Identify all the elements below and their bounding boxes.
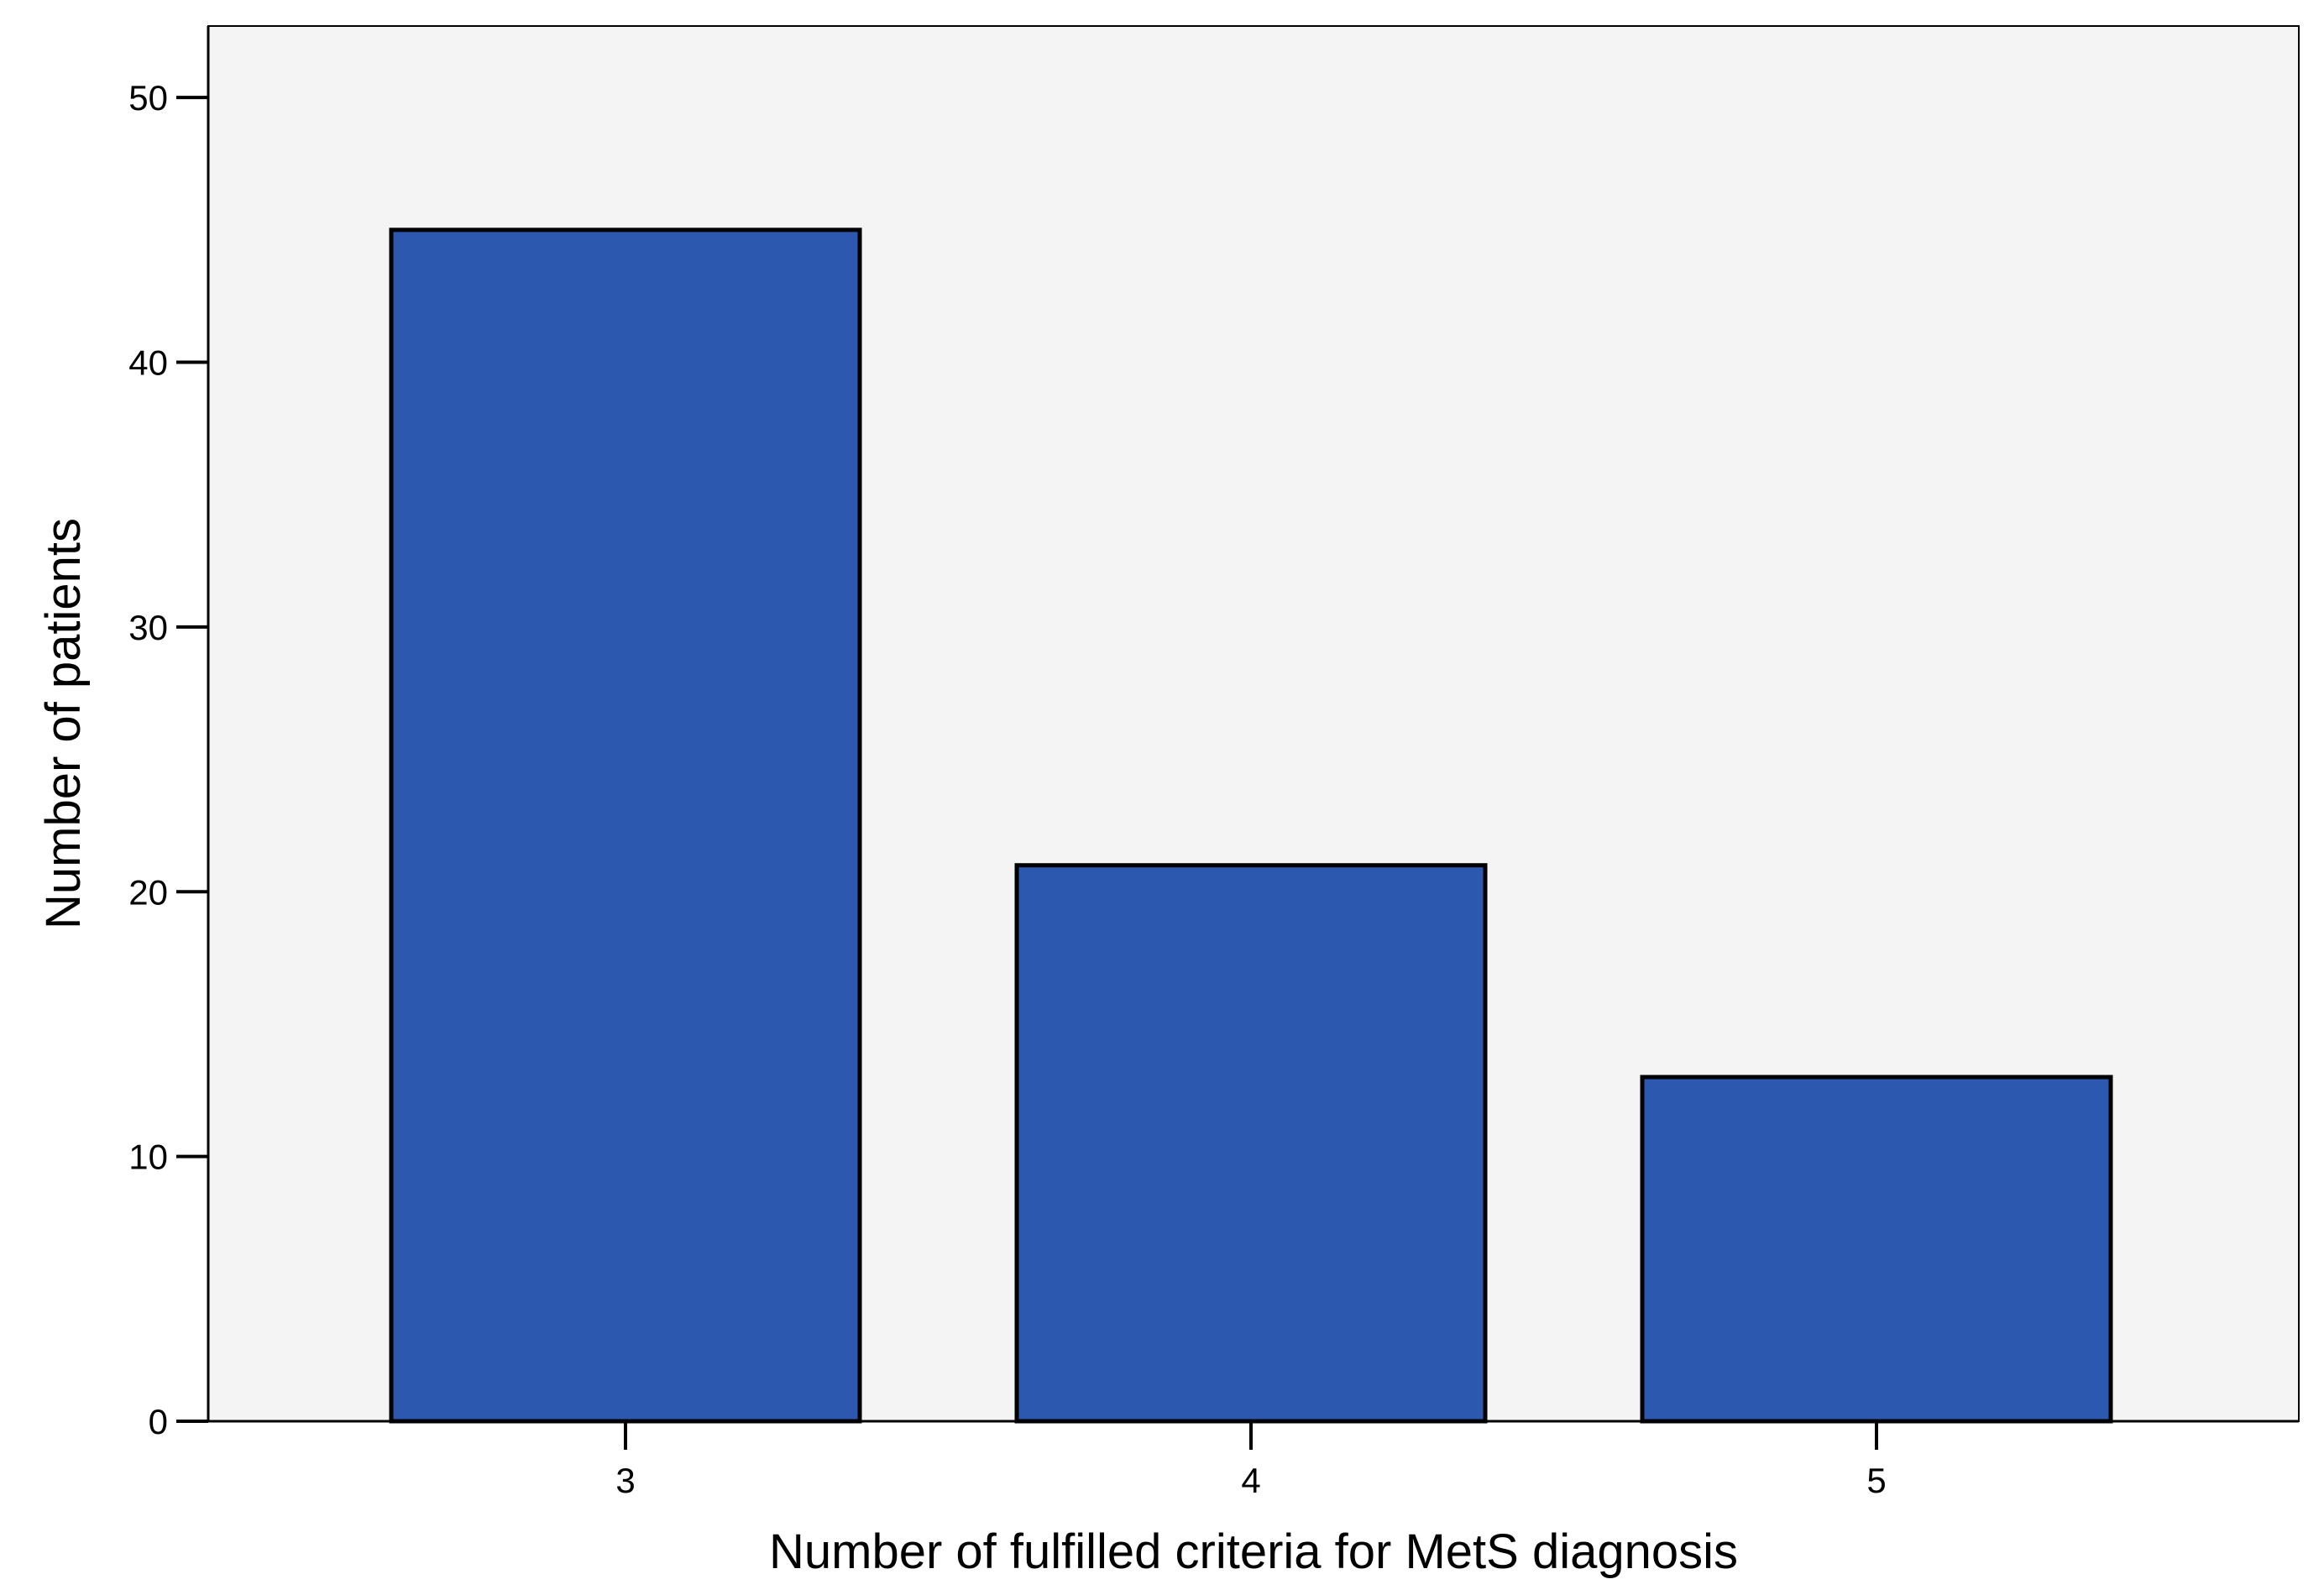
bar-4 [1014, 863, 1488, 1424]
y-axis-title: Number of patients [36, 518, 91, 929]
y-tick-label-30: 30 [128, 608, 168, 647]
y-tick-label-40: 40 [128, 343, 168, 383]
y-tick-label-20: 20 [128, 872, 168, 912]
x-tick-label-4: 4 [1241, 1461, 1260, 1500]
y-axis-ticks: 0 10 20 30 40 50 [128, 78, 208, 1441]
bars-group [389, 227, 2113, 1424]
x-axis-title: Number of fulfilled criteria for MetS di… [769, 1524, 1738, 1579]
x-tick-label-3: 3 [615, 1461, 635, 1500]
x-tick-label-5: 5 [1866, 1461, 1886, 1500]
x-axis-ticks: 3 4 5 [615, 1421, 1887, 1500]
bar-3 [389, 227, 862, 1424]
y-tick-label-50: 50 [128, 78, 168, 118]
bar-5 [1640, 1075, 2113, 1424]
y-tick-label-10: 10 [128, 1137, 168, 1177]
y-tick-label-0: 0 [149, 1402, 168, 1441]
